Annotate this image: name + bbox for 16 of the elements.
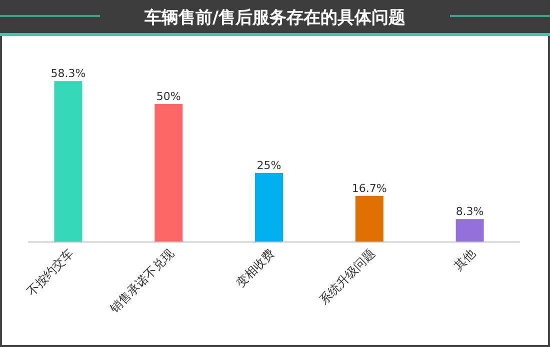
- x-tick-label: 变相收费: [233, 246, 278, 290]
- bar: [456, 219, 484, 242]
- bar: [355, 196, 384, 242]
- bar: [54, 81, 82, 242]
- data-label: 16.7%: [352, 182, 387, 195]
- x-tick-label: 不按约交车: [24, 246, 76, 299]
- bar: [255, 173, 283, 242]
- data-label: 8.3%: [456, 205, 484, 218]
- x-tick-label: 其他: [451, 246, 478, 274]
- data-label: 50%: [156, 90, 181, 103]
- data-label: 58.3%: [50, 67, 86, 80]
- data-label: 25%: [256, 159, 282, 172]
- chart-title: 车辆售前/售后服务存在的具体问题: [143, 8, 406, 28]
- bar: [154, 104, 183, 242]
- x-tick-label: 系统升级问题: [316, 246, 378, 308]
- x-tick-label: 销售承诺不兑现: [106, 246, 177, 316]
